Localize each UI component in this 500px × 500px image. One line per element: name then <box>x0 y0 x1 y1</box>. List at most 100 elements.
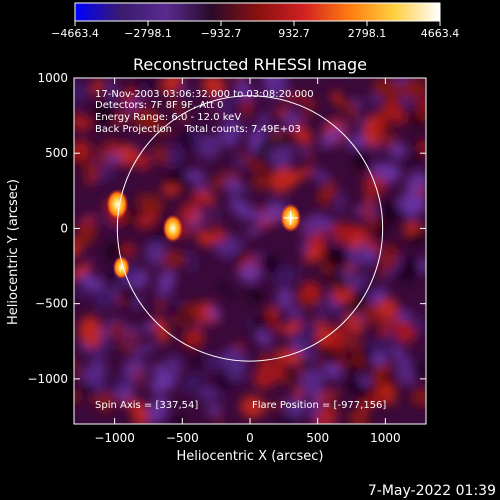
texture-blob <box>74 80 89 105</box>
texture-blob <box>418 257 426 273</box>
texture-blob <box>203 351 220 374</box>
texture-blob <box>232 203 257 220</box>
plot-area <box>74 78 426 424</box>
texture-blob <box>332 302 346 320</box>
texture-blob <box>370 352 387 367</box>
texture-blob <box>135 210 159 229</box>
texture-blob <box>74 262 92 280</box>
x-tick-label: −500 <box>166 431 199 445</box>
texture-blob <box>192 348 206 369</box>
texture-blob <box>347 410 369 424</box>
texture-blob <box>118 274 142 286</box>
texture-blob <box>120 282 137 308</box>
texture-blob <box>322 183 338 209</box>
texture-blob <box>358 155 367 173</box>
texture-blob <box>343 289 370 315</box>
x-tick-label: 1000 <box>370 431 401 445</box>
texture-blob <box>265 401 288 410</box>
texture-blob <box>162 172 192 186</box>
texture-blob <box>184 169 205 181</box>
texture-blob <box>330 222 360 246</box>
texture-blob <box>298 146 310 156</box>
texture-blob <box>147 396 169 424</box>
y-axis-ticks: −1000 −500 0 500 1000 <box>27 71 426 386</box>
texture-blob <box>411 387 426 407</box>
solar-limb-circle <box>116 95 384 362</box>
x-tick-label: 0 <box>246 431 254 445</box>
texture-blob <box>361 302 379 327</box>
texture-blob <box>207 306 222 320</box>
texture-blob <box>216 345 241 368</box>
texture-blob <box>301 107 312 120</box>
texture-blob <box>411 313 426 336</box>
colorbar-tick-label: 932.7 <box>278 27 310 40</box>
texture-blob <box>386 100 406 125</box>
texture-blob <box>234 342 244 351</box>
texture-blob <box>346 378 371 402</box>
texture-blob <box>418 141 426 155</box>
texture-blob <box>109 78 116 105</box>
texture-blob <box>351 272 369 294</box>
texture-blob <box>245 227 261 236</box>
texture-blob <box>336 190 345 217</box>
texture-blob <box>93 287 115 311</box>
texture-blob <box>197 385 217 402</box>
texture-blob <box>171 304 191 324</box>
texture-blob <box>320 125 346 149</box>
y-tick-label: 0 <box>60 221 68 235</box>
texture-blob <box>169 100 184 111</box>
texture-blob <box>93 100 114 123</box>
texture-blob <box>281 320 302 336</box>
colorbar <box>74 2 441 22</box>
texture-blob <box>371 78 398 97</box>
texture-blob <box>214 411 223 424</box>
texture-blob <box>274 132 296 148</box>
texture-blob <box>183 327 205 349</box>
texture-blob <box>263 78 290 99</box>
texture-blob <box>395 266 413 283</box>
texture-blob <box>116 372 133 389</box>
texture-blob <box>246 287 265 305</box>
texture-blob <box>133 297 142 308</box>
texture-blob <box>257 111 270 133</box>
x-axis-ticks: −1000 −500 0 500 1000 <box>94 78 401 445</box>
texture-blob <box>251 252 265 262</box>
texture-blob <box>80 273 105 291</box>
texture-blob <box>152 145 173 166</box>
texture-blob <box>242 98 252 118</box>
texture-blob <box>121 87 136 106</box>
texture-blob <box>368 241 379 252</box>
texture-blob <box>246 317 271 329</box>
texture-blob <box>141 321 155 335</box>
flare-position-marker <box>283 210 298 225</box>
annotation-time-range: 17-Nov-2003 03:06:32.000 to 03:08:20.000 <box>95 89 314 100</box>
texture-blob <box>130 398 149 424</box>
texture-blob <box>136 152 151 172</box>
texture-blob <box>253 362 281 390</box>
texture-blob <box>255 133 275 162</box>
texture-blob <box>99 393 117 414</box>
texture-blob <box>116 383 134 401</box>
texture-blob <box>78 315 103 348</box>
timestamp: 7-May-2022 01:39 <box>368 483 496 499</box>
texture-blob <box>156 299 165 310</box>
texture-blob <box>312 169 329 184</box>
texture-blob <box>389 143 407 158</box>
texture-blob <box>376 297 399 322</box>
hot-spot <box>106 188 129 220</box>
texture-blob <box>357 106 365 116</box>
texture-blob <box>297 358 313 371</box>
texture-blob <box>75 220 97 249</box>
texture-blob <box>239 262 259 281</box>
texture-blob <box>383 260 406 281</box>
y-tick-label: 500 <box>45 146 68 160</box>
texture-blob <box>301 214 325 238</box>
texture-blob <box>296 128 313 145</box>
texture-blob <box>414 108 426 122</box>
texture-blob <box>122 242 135 258</box>
texture-blob <box>153 315 170 344</box>
texture-blob <box>179 111 186 122</box>
texture-blob <box>397 191 426 216</box>
texture-blob <box>232 155 247 171</box>
texture-blob <box>282 93 303 102</box>
